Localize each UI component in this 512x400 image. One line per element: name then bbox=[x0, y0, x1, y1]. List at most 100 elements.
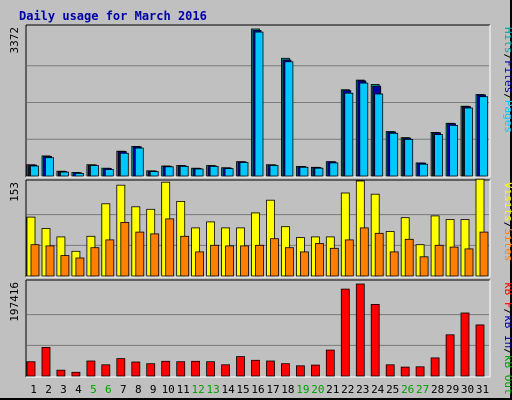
x-tick-label: 28 bbox=[431, 383, 444, 396]
legend-item: / bbox=[502, 222, 512, 229]
bar-pages-day-16 bbox=[254, 31, 264, 177]
bar-pages-day-12 bbox=[194, 168, 204, 177]
bar-kb-f-day-27 bbox=[415, 366, 425, 377]
bar-pages-day-31 bbox=[479, 96, 488, 177]
x-tick-label: 31 bbox=[476, 383, 489, 396]
x-tick-label: 5 bbox=[90, 383, 97, 396]
bar-kb-f-day-23 bbox=[355, 283, 365, 377]
x-tick-label: 3 bbox=[60, 383, 67, 396]
x-tick-label: 24 bbox=[371, 383, 385, 396]
legend-item: kB F bbox=[502, 282, 512, 309]
bar-pages-day-3 bbox=[60, 171, 69, 177]
x-tick-label: 8 bbox=[135, 383, 142, 396]
bar-sites-day-17 bbox=[270, 238, 279, 277]
x-tick-label: 29 bbox=[446, 383, 459, 396]
bar-sites-day-30 bbox=[464, 248, 474, 277]
x-tick-label: 11 bbox=[177, 383, 190, 396]
bar-sites-day-29 bbox=[449, 246, 459, 277]
bar-kb-f-day-6 bbox=[101, 364, 111, 377]
y-max-label: 197416 bbox=[8, 282, 21, 322]
x-tick-label: 23 bbox=[356, 383, 369, 396]
legend-item: kB Out bbox=[502, 355, 512, 395]
bar-kb-f-day-12 bbox=[191, 360, 201, 377]
chart-panels: 3372Hits/Files/Pages153Visits/Sites19741… bbox=[8, 24, 512, 395]
bar-sites-day-27 bbox=[419, 256, 429, 277]
bar-pages-day-14 bbox=[224, 168, 234, 177]
x-tick-label: 16 bbox=[251, 383, 264, 396]
bar-pages-day-10 bbox=[164, 166, 174, 177]
legend-item: / bbox=[502, 93, 512, 100]
x-tick-label: 12 bbox=[191, 383, 204, 396]
bar-kb-f-day-21 bbox=[325, 349, 335, 377]
bar-kb-f-day-9 bbox=[146, 363, 156, 377]
bar-kb-f-day-29 bbox=[445, 334, 455, 377]
bar-pages-day-28 bbox=[434, 134, 444, 177]
bar-sites-day-16 bbox=[255, 244, 264, 277]
bar-sites-day-2 bbox=[45, 245, 55, 277]
bar-sites-day-9 bbox=[150, 233, 160, 277]
bar-pages-day-4 bbox=[75, 172, 84, 177]
bar-sites-day-14 bbox=[225, 245, 235, 277]
x-tick-label: 25 bbox=[386, 383, 399, 396]
x-tick-label: 17 bbox=[266, 383, 279, 396]
bar-kb-f-day-30 bbox=[460, 312, 470, 377]
bar-pages-day-17 bbox=[269, 165, 279, 177]
x-tick-label: 1 bbox=[30, 383, 37, 396]
x-tick-label: 10 bbox=[162, 383, 175, 396]
bar-sites-day-1 bbox=[30, 244, 40, 277]
legend-item: Hits bbox=[502, 27, 512, 54]
bar-sites-day-15 bbox=[240, 245, 249, 277]
bar-sites-day-13 bbox=[210, 244, 220, 277]
bar-sites-day-19 bbox=[299, 251, 309, 277]
bar-sites-day-3 bbox=[60, 255, 70, 277]
legend-item: Sites bbox=[502, 228, 512, 261]
bar-sites-day-4 bbox=[75, 257, 85, 277]
bar-kb-f-day-25 bbox=[385, 364, 395, 377]
y-max-label: 3372 bbox=[8, 27, 21, 54]
bar-pages-day-5 bbox=[90, 165, 99, 177]
bar-pages-day-15 bbox=[239, 162, 249, 177]
bar-sites-day-20 bbox=[314, 243, 324, 277]
bar-kb-f-day-3 bbox=[56, 369, 66, 377]
bar-pages-day-18 bbox=[284, 61, 294, 177]
legend-hits: Hits/Files/Pages bbox=[502, 27, 512, 133]
bar-kb-f-day-7 bbox=[116, 358, 126, 377]
legend-item: Visits bbox=[502, 182, 512, 222]
bar-kb-f-day-1 bbox=[26, 361, 36, 377]
x-tick-label: 22 bbox=[341, 383, 354, 396]
bar-sites-day-28 bbox=[434, 244, 444, 277]
bar-sites-day-26 bbox=[404, 238, 414, 277]
panel-visits: 153 Visits/Sites bbox=[8, 178, 512, 278]
bar-kb-f-day-8 bbox=[131, 361, 141, 377]
bar-pages-day-27 bbox=[419, 163, 429, 177]
bar-sites-day-22 bbox=[344, 239, 354, 277]
bar-kb-f-day-2 bbox=[41, 346, 51, 377]
x-tick-label: 7 bbox=[120, 383, 127, 396]
x-tick-label: 4 bbox=[75, 383, 82, 396]
bar-kb-f-day-16 bbox=[251, 359, 260, 377]
bar-sites-day-5 bbox=[90, 247, 100, 277]
x-tick-label: 30 bbox=[461, 383, 474, 396]
bar-sites-day-31 bbox=[479, 231, 489, 277]
bar-kb-f-day-17 bbox=[266, 360, 275, 377]
bar-kb-f-day-15 bbox=[236, 356, 245, 377]
bar-sites-day-24 bbox=[374, 232, 384, 277]
x-tick-label: 21 bbox=[326, 383, 339, 396]
bar-sites-day-25 bbox=[389, 251, 399, 277]
chart-title: Daily usage for March 2016 bbox=[19, 9, 207, 23]
bar-kb-f-day-24 bbox=[370, 303, 380, 377]
bar-pages-day-24 bbox=[374, 93, 384, 177]
bar-pages-day-7 bbox=[119, 152, 129, 177]
bar-pages-day-25 bbox=[389, 132, 399, 177]
bar-pages-day-30 bbox=[464, 107, 473, 177]
x-tick-labels: 1 2 3 4 5 6 7 8 9 10 11 12 13 14 15 16 17 18 19 20 21 22 23 24 2… bbox=[30, 383, 489, 396]
bar-kb-f-day-10 bbox=[161, 360, 171, 377]
x-tick-label: 27 bbox=[416, 383, 429, 396]
bar-sites-day-8 bbox=[135, 231, 145, 277]
x-tick-label: 26 bbox=[401, 383, 414, 396]
x-tick-label: 14 bbox=[221, 383, 235, 396]
bar-kb-f-day-26 bbox=[400, 366, 410, 377]
bar-kb-f-day-13 bbox=[206, 361, 216, 377]
